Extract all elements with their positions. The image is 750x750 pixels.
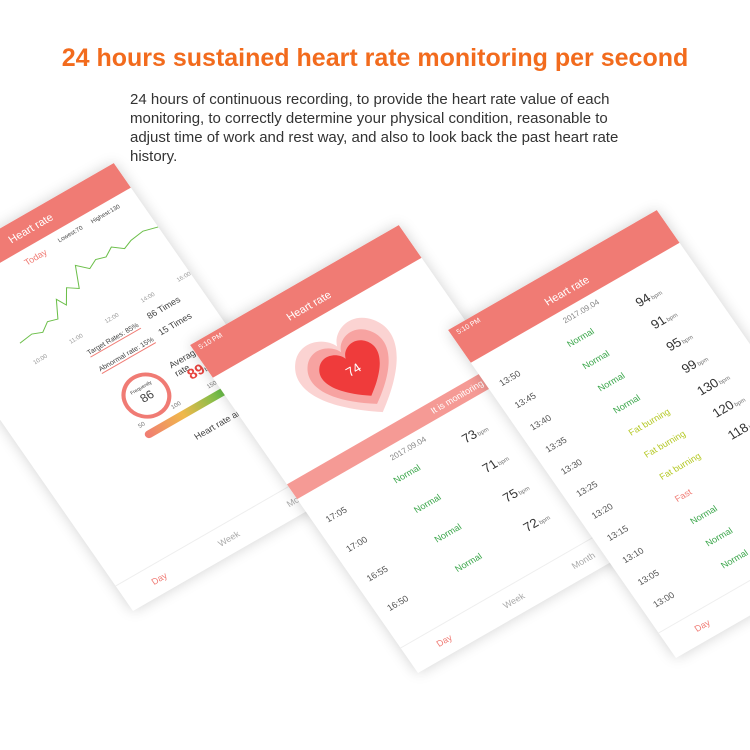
value: 75bpm (499, 485, 532, 506)
value: 71bpm (479, 456, 511, 476)
value: 99bpm (678, 356, 711, 377)
time: 13:00 (651, 589, 677, 610)
value: 95bpm (663, 334, 695, 355)
status: Normal (611, 392, 643, 416)
unit: bpm (476, 426, 491, 438)
time: 13:50 (497, 368, 523, 388)
unit: bpm (517, 485, 532, 497)
time: 13:30 (558, 457, 585, 477)
unit: bpm (665, 312, 680, 324)
scale-label: 100 (170, 400, 183, 411)
status: Normal (595, 370, 627, 394)
phone-screen: Heart rate Today Lowest:70 Highest:130 1… (0, 163, 342, 611)
value: 91bpm (647, 312, 680, 332)
status: Normal (703, 525, 735, 549)
time: 13:15 (604, 523, 631, 543)
unit: bpm (718, 375, 732, 387)
heart-line (19, 226, 159, 344)
time: 13:10 (620, 545, 646, 566)
value: 73bpm (458, 426, 491, 447)
title: 24 hours sustained heart rate monitoring… (61, 44, 689, 72)
phone-screen: 5:10 PM Heart rate 74 It is monitoring yo… (190, 225, 627, 673)
status: Normal (391, 462, 423, 486)
unit: bpm (696, 356, 711, 368)
value: 72bpm (520, 515, 552, 535)
time: 13:45 (512, 390, 538, 411)
status: Normal (688, 503, 720, 527)
unit: Times (155, 294, 183, 315)
description: 24 hours of continuous recording, to pro… (130, 91, 619, 165)
status: Normal (718, 547, 750, 571)
time: 17:05 (323, 504, 349, 525)
unit: bpm (681, 334, 695, 346)
status: Normal (411, 492, 443, 515)
tab: Day (149, 570, 170, 587)
unit: bpm (538, 515, 552, 527)
scale-label: 50 (137, 421, 147, 430)
time: 13:25 (574, 479, 600, 499)
tab: Day (434, 632, 455, 649)
tab: Week (501, 590, 527, 611)
abnormal-count: 15 Times (156, 311, 193, 337)
time: 16:55 (364, 563, 390, 584)
status: Fast (672, 486, 694, 504)
tab: Week (216, 528, 242, 549)
value: 94bpm (632, 290, 664, 310)
current: 74 (343, 360, 364, 380)
status: Normal (565, 326, 597, 349)
unit: bpm (497, 456, 511, 468)
unit: Times (166, 310, 194, 332)
time: 16:50 (385, 593, 411, 613)
unit: bpm (733, 397, 748, 409)
time: 13:05 (635, 567, 662, 588)
time: 17:00 (344, 534, 370, 554)
status: Normal (452, 551, 484, 574)
heart: 74 (295, 317, 397, 413)
unit: bpm (650, 290, 664, 302)
time: 13:35 (543, 434, 569, 455)
line-chart (19, 226, 159, 344)
status: Normal (432, 521, 464, 545)
time: 13:20 (589, 501, 615, 521)
time: 13:40 (527, 412, 554, 433)
status: Normal (580, 348, 612, 372)
